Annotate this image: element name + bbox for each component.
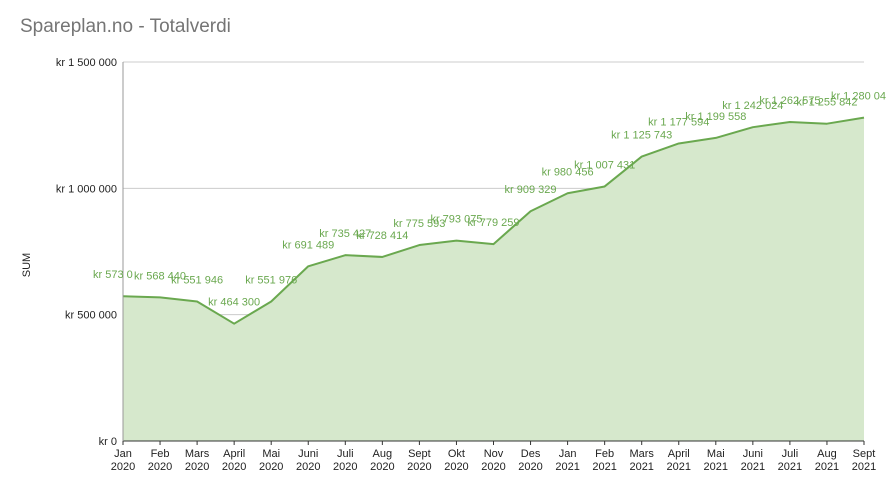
x-tick-label: Juli 2020 [333, 448, 357, 473]
x-tick-year: 2021 [815, 461, 839, 473]
x-tick-label: Mars 2021 [629, 448, 654, 473]
x-tick-year: 2020 [111, 461, 135, 473]
x-tick-year: 2020 [481, 461, 505, 473]
x-tick-month: Aug [817, 448, 837, 460]
x-tick-year: 2020 [185, 461, 209, 473]
chart-title: Spareplan.no - Totalverdi [20, 16, 231, 37]
area-series-fill [123, 117, 864, 441]
x-tick-month: Mai [262, 448, 280, 460]
x-tick-year: 2020 [370, 461, 394, 473]
x-tick-year: 2021 [741, 461, 765, 473]
x-tick-month: Sept [853, 448, 876, 460]
data-label: kr 909 329 [505, 184, 557, 196]
x-tick-year: 2021 [704, 461, 728, 473]
data-label: kr 793 075 [430, 214, 482, 226]
x-tick-year: 2020 [296, 461, 320, 473]
data-label: kr 775 593 [393, 218, 445, 230]
data-label: kr 1 125 743 [611, 130, 672, 142]
x-tick-month: Mars [629, 448, 654, 460]
x-tick-month: Feb [595, 448, 614, 460]
y-tick-labels: kr 0 kr 500 000 kr 1 000 000 kr 1 500 000 [56, 57, 117, 448]
data-label: kr 551 946 [171, 275, 223, 287]
data-label: kr 1 007 431 [574, 159, 635, 171]
data-label: kr 568 440 [134, 270, 186, 282]
x-tick-year: 2021 [667, 461, 691, 473]
data-label: kr 980 456 [542, 166, 594, 178]
area-fill [123, 117, 864, 441]
x-tick-year: 2020 [148, 461, 172, 473]
x-tick-month: April [668, 448, 690, 460]
x-tick-label: Juli 2021 [778, 448, 802, 473]
x-tick-year: 2020 [333, 461, 357, 473]
data-label: kr 573 0 [93, 269, 133, 281]
x-tick-year: 2020 [444, 461, 468, 473]
data-label: kr 691 489 [282, 239, 334, 251]
x-tick-month: Juni [743, 448, 763, 460]
x-tick-label: Jan 2020 [111, 448, 135, 473]
x-tick-label: Aug 2021 [815, 448, 839, 473]
x-tick-label: Mai 2020 [259, 448, 283, 473]
series-line [122, 116, 865, 325]
x-tick-month: Juni [298, 448, 318, 460]
x-tick-month: Aug [373, 448, 393, 460]
x-tick-year: 2021 [852, 461, 876, 473]
x-tick-year: 2021 [592, 461, 616, 473]
x-tick-month: Mai [707, 448, 725, 460]
y-axis-label: SUM [21, 253, 33, 277]
x-tick-label: April 2020 [222, 448, 246, 473]
data-label: kr 1 177 594 [648, 116, 709, 128]
data-label: kr 464 300 [208, 297, 260, 309]
x-tick-label: Feb 2021 [592, 448, 616, 473]
y-tick-label: kr 0 [99, 436, 117, 448]
x-tick-month: Juli [782, 448, 799, 460]
axes [122, 62, 865, 445]
x-tick-label: Sept 2021 [852, 448, 876, 473]
x-tick-label: April 2021 [667, 448, 691, 473]
data-label: kr 1 199 558 [685, 111, 746, 123]
x-tick-label: Mai 2021 [704, 448, 728, 473]
x-tick-label: Aug 2020 [370, 448, 394, 473]
x-tick-year: 2020 [259, 461, 283, 473]
data-line [122, 116, 865, 325]
x-tick-year: 2020 [222, 461, 246, 473]
y-tick-label: kr 500 000 [65, 310, 117, 322]
data-label: kr 1 255 842 [796, 97, 857, 109]
x-tick-month: Sept [408, 448, 431, 460]
data-label: kr 728 414 [356, 230, 408, 242]
x-tick-label: Des 2020 [518, 448, 542, 473]
x-tick-month: Des [521, 448, 541, 460]
data-label: kr 551 976 [245, 275, 297, 287]
x-tick-month: Nov [484, 448, 504, 460]
x-tick-label: Okt 2020 [444, 448, 468, 473]
x-tick-year: 2021 [778, 461, 802, 473]
data-label: kr 1 242 024 [722, 100, 783, 112]
x-tick-label: Mars 2020 [185, 448, 210, 473]
data-label: kr 779 259 [468, 217, 520, 229]
y-tick-label: kr 1 000 000 [56, 183, 117, 195]
x-tick-label: Nov 2020 [481, 448, 505, 473]
x-tick-year: 2021 [555, 461, 579, 473]
x-tick-month: Mars [185, 448, 210, 460]
x-tick-label: Feb 2020 [148, 448, 172, 473]
x-tick-month: Okt [448, 448, 465, 460]
x-tick-month: April [223, 448, 245, 460]
y-tick-label: kr 1 500 000 [56, 57, 117, 69]
x-tick-label: Jan 2021 [555, 448, 579, 473]
x-tick-year: 2021 [629, 461, 653, 473]
data-label: kr 735 427 [319, 228, 371, 240]
data-label: kr 1 262 575 [759, 95, 820, 107]
data-label: kr 1 280 04 [831, 91, 886, 103]
x-tick-label: Juni 2021 [741, 448, 765, 473]
x-tick-year: 2020 [518, 461, 542, 473]
x-tick-month: Jan [559, 448, 577, 460]
x-tick-month: Juli [337, 448, 354, 460]
x-tick-year: 2020 [407, 461, 431, 473]
x-tick-month: Feb [151, 448, 170, 460]
x-tick-label: Sept 2020 [407, 448, 431, 473]
x-tick-label: Juni 2020 [296, 448, 320, 473]
x-tick-month: Jan [114, 448, 132, 460]
